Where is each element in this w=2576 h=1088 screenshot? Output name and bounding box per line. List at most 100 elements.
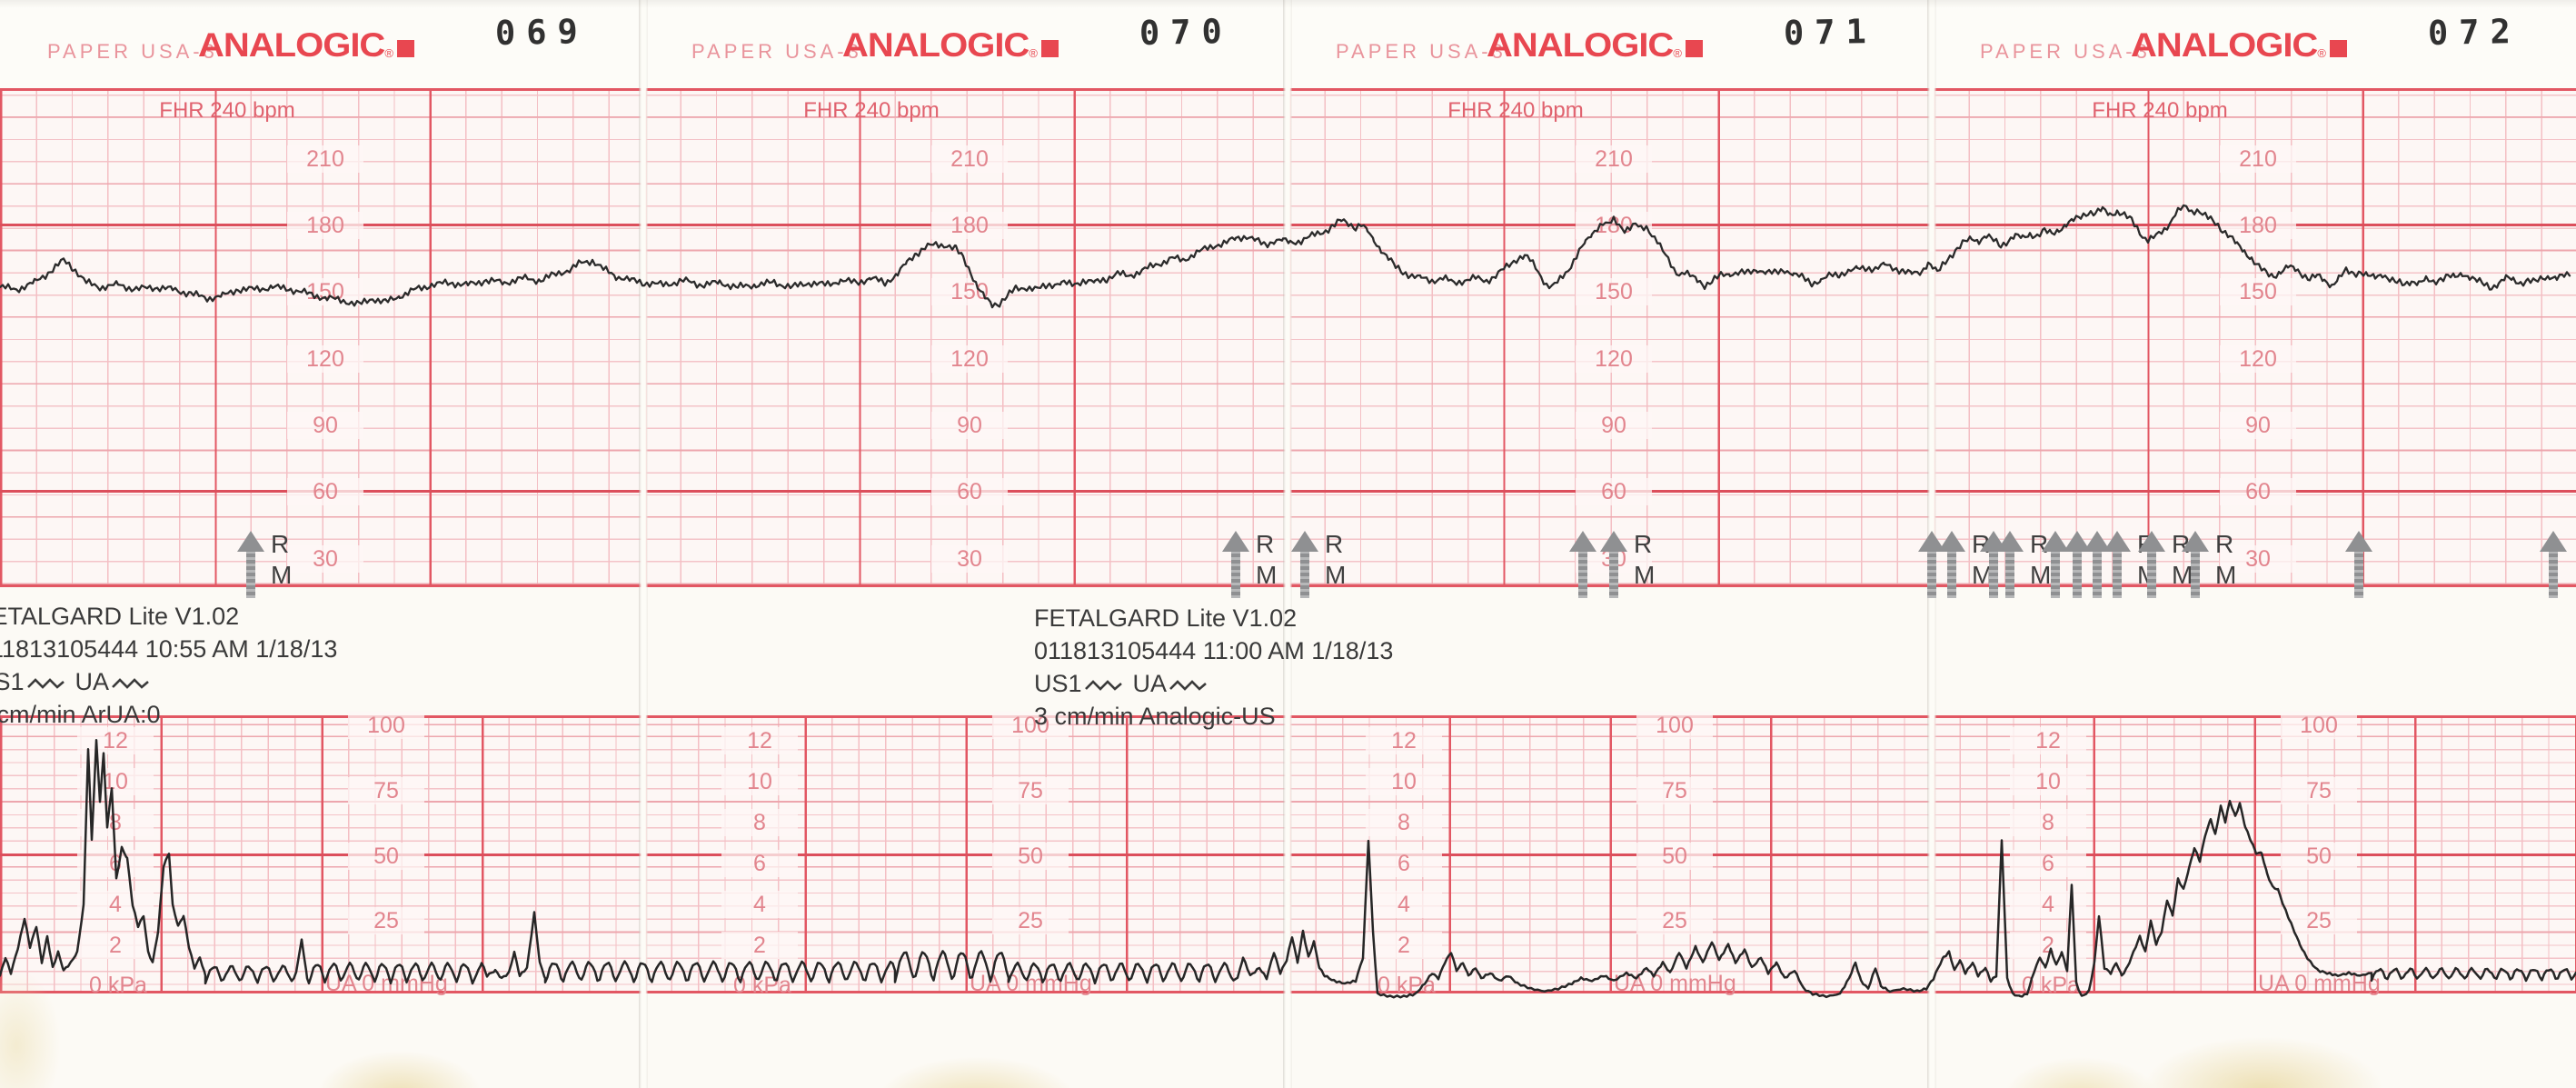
channel-labels: US1 UA (0, 665, 337, 698)
ua-zero-kpa-label: 0 kPa (2022, 973, 2080, 998)
ua-kpa-scale-label: 8 (1366, 809, 1442, 836)
fhr-scale-label: 90 (287, 411, 363, 439)
logo-square-icon (2329, 40, 2347, 57)
ua-kpa-scale-label: 4 (2010, 891, 2086, 918)
ua-kpa-scale-label: 2 (77, 932, 154, 959)
logo-text: ANALOGIC (842, 26, 1029, 65)
signal-squiggle-icon (1084, 680, 1122, 691)
fhr-scale-label: 210 (1576, 145, 1652, 173)
ua-kpa-scale-label: 6 (721, 850, 798, 877)
fhr-scale-label: 180 (1576, 212, 1652, 239)
logo-square-icon (1040, 40, 1059, 57)
event-r-label: R (2215, 530, 2234, 558)
ua-kpa-scale-label: 12 (77, 727, 154, 754)
logo-text: ANALOGIC (1487, 26, 1674, 65)
ua-kpa-scale-label: 10 (77, 768, 154, 795)
paper-type-label: PAPER USA-3 (47, 40, 218, 63)
ua-kpa-scale-label: 10 (2010, 768, 2086, 795)
us-channel-label: US1 (0, 668, 25, 695)
ua-kpa-scale-label: 12 (721, 727, 798, 754)
ua-kpa-scale-label: 2 (1366, 932, 1442, 959)
speed-mode-label: 3 cm/min Analogic-US (1034, 703, 1276, 730)
fhr-scale-label: 90 (1576, 411, 1652, 439)
paper-page: PAPER USA-3 ANALOGIC® 069 FHR 240 bpm 21… (0, 0, 644, 1088)
fhr-scale-label: 210 (287, 145, 363, 173)
ua-mmhg-scale-label: 25 (348, 907, 424, 935)
ua-chart-grid: 0 kPa UA 0 mmHg 12 10 8 6 4 2 100 75 50 25 (644, 712, 1288, 998)
fhr-scale-label: 120 (287, 344, 363, 373)
ua-kpa-scale-label: 8 (721, 809, 798, 836)
fhr-scale-label: 30 (931, 544, 1008, 573)
page-header: PAPER USA-3 ANALOGIC® 069 (0, 0, 644, 88)
ua-mmhg-scale-label: 25 (992, 907, 1069, 935)
recorder-annotation-left: FETALGARD Lite V1.02 011813105444 10:55 … (0, 600, 337, 731)
fhr-scale-label: 120 (931, 344, 1008, 373)
ua-kpa-scale-label: 4 (77, 891, 154, 918)
paper-page: PAPER USA-3 ANALOGIC® 070 FHR 240 bpm 21… (644, 0, 1288, 1088)
event-m-label: M (1256, 561, 1278, 589)
fhr-chart-title: FHR 240 bpm (159, 98, 295, 123)
device-name: FETALGARD Lite V1.02 (1034, 604, 1298, 632)
ua-mmhg-scale-label: 100 (348, 712, 424, 739)
ua-zero-mmhg-label: UA 0 mmHg (1614, 971, 1736, 996)
fhr-scale-label: 210 (931, 145, 1008, 173)
ua-kpa-scale-label: 8 (2010, 809, 2086, 836)
ua-kpa-scale-label: 10 (1366, 768, 1442, 795)
ua-kpa-scale-label: 12 (2010, 727, 2086, 754)
paper-type-label: PAPER USA-3 (691, 40, 862, 63)
page-header: PAPER USA-3 ANALOGIC® 071 (1288, 0, 1933, 88)
fhr-chart-title: FHR 240 bpm (803, 98, 940, 123)
ua-kpa-scale-label: 10 (721, 768, 798, 795)
signal-squiggle-icon (26, 678, 65, 689)
ua-mmhg-scale-label: 75 (1636, 776, 1713, 804)
analogic-logo: ANALOGIC® (842, 25, 1059, 66)
fhr-scale-label: 60 (2220, 478, 2296, 506)
ua-mmhg-scale-label: 100 (2281, 712, 2357, 739)
registered-mark: ® (1673, 46, 1682, 60)
event-arrow-icon (2540, 531, 2567, 598)
page-number: 070 (1139, 11, 1234, 54)
analogic-logo: ANALOGIC® (1487, 25, 1703, 66)
fhr-scale-label: 210 (2220, 145, 2296, 173)
ua-mmhg-scale-label: 75 (2281, 776, 2357, 804)
event-arrow-icon (2182, 531, 2209, 598)
channel-labels: US1 UA (1034, 667, 1393, 700)
ua-kpa-scale-label: 4 (721, 891, 798, 918)
fhr-scale-label: 30 (287, 544, 363, 573)
ua-channel-label: UA (1132, 670, 1168, 697)
event-arrow-icon (1996, 531, 2024, 598)
event-m-label: M (271, 561, 293, 589)
ua-mmhg-scale-label: 25 (1636, 907, 1713, 935)
logo-square-icon (396, 40, 414, 57)
logo-text: ANALOGIC (198, 26, 385, 65)
event-arrow-icon (2345, 531, 2372, 598)
device-name: FETALGARD Lite V1.02 (0, 603, 240, 630)
fhr-scale-label: 60 (931, 478, 1008, 506)
ua-kpa-scale-label: 6 (77, 850, 154, 877)
event-m-label: M (1634, 561, 1656, 589)
fhr-scale-label: 150 (1576, 278, 1652, 306)
event-r-label: R (1634, 530, 1653, 558)
event-arrow-icon (237, 531, 264, 598)
event-arrow-icon (2104, 531, 2131, 598)
registered-mark: ® (384, 46, 393, 60)
us-channel-label: US1 (1034, 670, 1082, 697)
logo-square-icon (1685, 40, 1703, 57)
registered-mark: ® (2317, 46, 2326, 60)
fhr-scale-label: 180 (931, 212, 1008, 239)
fhr-scale-label: 120 (1576, 344, 1652, 373)
page-number: 069 (494, 11, 590, 54)
ua-chart-grid: 0 kPa UA 0 mmHg 12 10 8 6 4 2 100 75 50 25 (1288, 712, 1933, 998)
event-arrow-icon (1600, 531, 1627, 598)
fhr-scale-label: 150 (931, 278, 1008, 306)
fhr-scale-label: 90 (931, 411, 1008, 439)
signal-squiggle-icon (112, 678, 149, 689)
fhr-scale-label: 150 (2220, 278, 2296, 306)
event-arrow-icon (1291, 531, 1318, 598)
event-arrow-icon (1222, 531, 1249, 598)
registered-mark: ® (1029, 46, 1038, 60)
fhr-scale-label: 90 (2220, 411, 2296, 439)
ua-zero-kpa-label: 0 kPa (733, 973, 791, 998)
